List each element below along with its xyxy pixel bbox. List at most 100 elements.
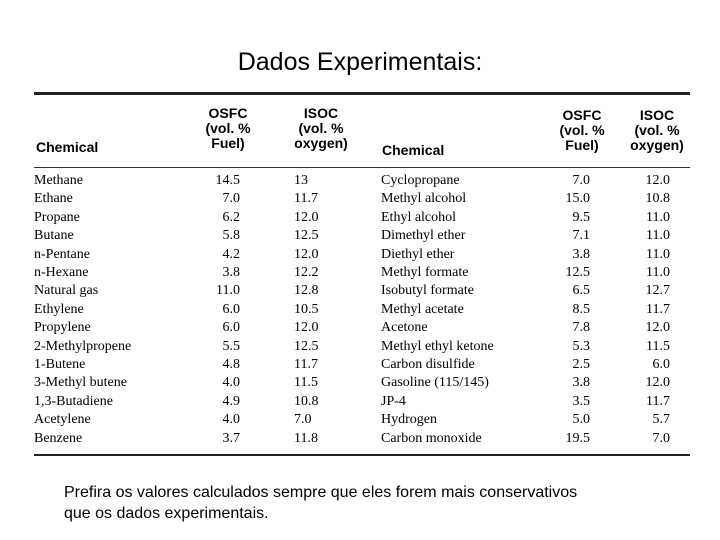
isoc-value-left: 12.5 <box>294 338 319 354</box>
isoc-value-left: 12.0 <box>294 246 319 262</box>
osfc-value-right: 5.0 <box>572 412 591 428</box>
isoc-value-left: 7.0 <box>294 412 312 428</box>
osfc-value-left: 3.8 <box>222 265 241 280</box>
osfc-value-right: 3.8 <box>572 246 591 262</box>
table-row: Benzene 3.7 11.8 Carbon monoxide 19.5 7.0 <box>34 430 690 448</box>
osfc-value-left: 4.0 <box>222 375 241 391</box>
chemical-name-left: Benzene <box>34 430 83 446</box>
header-isoc-left-line1: ISOC <box>303 105 339 121</box>
chemical-name-left: Ethylene <box>34 301 84 317</box>
osfc-value-right: 3.5 <box>572 393 591 409</box>
header-osfc-left: OSFC (vol. % Fuel) <box>190 106 266 151</box>
osfc-value-left: 5.5 <box>222 338 241 354</box>
isoc-value-right: 12.0 <box>645 320 671 336</box>
isoc-value-right: 12.0 <box>645 173 671 188</box>
table-row: Butane 5.8 12.5 Dimethyl ether 7.1 11.0 <box>34 227 690 245</box>
table-row: Acetylene 4.0 7.0 Hydrogen 5.0 5.7 <box>34 411 690 429</box>
header-osfc-left-line1: OSFC <box>208 105 248 121</box>
header-isoc-right: ISOC (vol. % oxygen) <box>624 108 690 153</box>
chemical-name-right: Gasoline (115/145) <box>381 375 489 391</box>
osfc-value-left: 4.0 <box>222 412 241 428</box>
chemical-name-right: Methyl formate <box>381 265 469 280</box>
header-chemical-right: Chemical <box>382 142 445 158</box>
data-table: Chemical OSFC (vol. % Fuel) ISOC (vol. %… <box>34 92 690 456</box>
header-isoc-right-line2: (vol. % <box>634 122 680 138</box>
osfc-value-right: 9.5 <box>572 209 591 225</box>
isoc-value-right: 11.7 <box>646 393 670 409</box>
chemical-name-left: Acetylene <box>34 412 91 428</box>
chemical-name-left: Methane <box>34 173 83 188</box>
chemical-name-right: Hydrogen <box>381 412 437 428</box>
table-row: Ethylene 6.0 10.5 Methyl acetate 8.5 11.7 <box>34 301 690 319</box>
osfc-value-left: 4.8 <box>222 357 241 372</box>
table-top-rule <box>34 92 690 95</box>
osfc-value-left: 4.9 <box>222 393 241 409</box>
isoc-value-right: 11.0 <box>646 246 670 262</box>
isoc-value-right: 12.0 <box>645 375 671 391</box>
chemical-name-right: Dimethyl ether <box>381 228 466 244</box>
table-row: Ethane 7.0 11.7 Methyl alcohol 15.0 10.8 <box>34 190 690 208</box>
isoc-value-left: 12.0 <box>294 209 319 225</box>
footer-note-line1: Prefira os valores calculados sempre que… <box>64 484 578 501</box>
header-osfc-right: OSFC (vol. % Fuel) <box>544 108 620 153</box>
osfc-value-right: 7.0 <box>572 173 591 188</box>
osfc-value-right: 7.1 <box>572 228 591 244</box>
isoc-value-left: 13 <box>294 173 308 188</box>
chemical-name-right: Carbon disulfide <box>381 357 475 372</box>
table-row: n-Hexane 3.8 12.2 Methyl formate 12.5 11.0 <box>34 264 690 282</box>
osfc-value-left: 7.0 <box>222 191 241 207</box>
isoc-value-left: 10.5 <box>294 301 319 317</box>
footer-note-line2: que os dados experimentais. <box>64 505 269 522</box>
chemical-name-left: Butane <box>34 228 74 244</box>
table-row: Methane 14.5 13 Cyclopropane 7.0 12.0 <box>34 172 690 190</box>
isoc-value-left: 12.5 <box>294 228 319 244</box>
chemical-name-right: Methyl ethyl ketone <box>381 338 494 354</box>
chemical-name-right: Carbon monoxide <box>381 430 482 446</box>
chemical-name-right: Diethyl ether <box>381 246 455 262</box>
header-osfc-right-line3: Fuel) <box>565 137 599 153</box>
isoc-value-left: 12.8 <box>294 283 319 299</box>
table-header-rule <box>34 167 690 168</box>
chemical-name-left: n-Pentane <box>34 246 90 262</box>
table-row: 2-Methylpropene 5.5 12.5 Methyl ethyl keton… <box>34 338 690 356</box>
chemical-name-right: Methyl alcohol <box>381 191 467 207</box>
footer-note: Prefira os valores calculados sempre que… <box>64 482 684 524</box>
table-row: Propylene 6.0 12.0 Acetone 7.8 12.0 <box>34 319 690 337</box>
header-osfc-left-line2: (vol. % <box>205 120 251 136</box>
osfc-value-left: 5.8 <box>222 228 241 244</box>
chemical-name-left: 3-Methyl butene <box>34 375 127 391</box>
header-osfc-right-line2: (vol. % <box>559 122 605 138</box>
chemical-name-right: Acetone <box>381 320 428 336</box>
header-isoc-right-line3: oxygen) <box>630 137 684 153</box>
osfc-value-left: 4.2 <box>222 246 241 262</box>
header-isoc-left: ISOC (vol. % oxygen) <box>280 106 362 151</box>
chemical-name-left: 2-Methylpropene <box>34 338 132 354</box>
chemical-name-left: 1-Butene <box>34 357 86 372</box>
isoc-value-left: 10.8 <box>294 393 319 409</box>
isoc-value-right: 6.0 <box>652 357 671 372</box>
isoc-value-left: 11.7 <box>294 191 318 207</box>
header-osfc-right-line1: OSFC <box>562 107 602 123</box>
page-title: Dados Experimentais: <box>237 48 483 76</box>
isoc-value-right: 11.5 <box>646 338 670 354</box>
isoc-value-right: 11.7 <box>646 301 670 317</box>
table-row: n-Pentane 4.2 12.0 Diethyl ether 3.8 11.0 <box>34 246 690 264</box>
isoc-value-left: 12.0 <box>294 320 319 336</box>
chemical-name-left: Natural gas <box>34 283 99 299</box>
chemical-name-right: Isobutyl formate <box>381 283 474 299</box>
header-isoc-right-line1: ISOC <box>639 107 675 123</box>
chemical-name-right: Ethyl alcohol <box>381 209 457 225</box>
chemical-name-left: Ethane <box>34 191 73 207</box>
isoc-value-left: 12.2 <box>294 265 319 280</box>
osfc-value-right: 12.5 <box>565 265 591 280</box>
isoc-value-right: 7.0 <box>652 430 671 446</box>
header-chemical-left: Chemical <box>36 139 99 155</box>
chemical-name-right: JP-4 <box>381 393 406 409</box>
header-isoc-left-line2: (vol. % <box>298 120 344 136</box>
isoc-value-right: 11.0 <box>646 209 670 225</box>
table-row: 1,3-Butadiene 4.9 10.8 JP-4 3.5 11.7 <box>34 393 690 411</box>
chemical-name-left: Propylene <box>34 320 91 336</box>
osfc-value-right: 15.0 <box>565 191 591 207</box>
table-row: 1-Butene 4.8 11.7 Carbon disulfide 2.5 6.0 <box>34 356 690 374</box>
table-row: Natural gas 11.0 12.8 Isobutyl formate 6.5 12… <box>34 282 690 300</box>
